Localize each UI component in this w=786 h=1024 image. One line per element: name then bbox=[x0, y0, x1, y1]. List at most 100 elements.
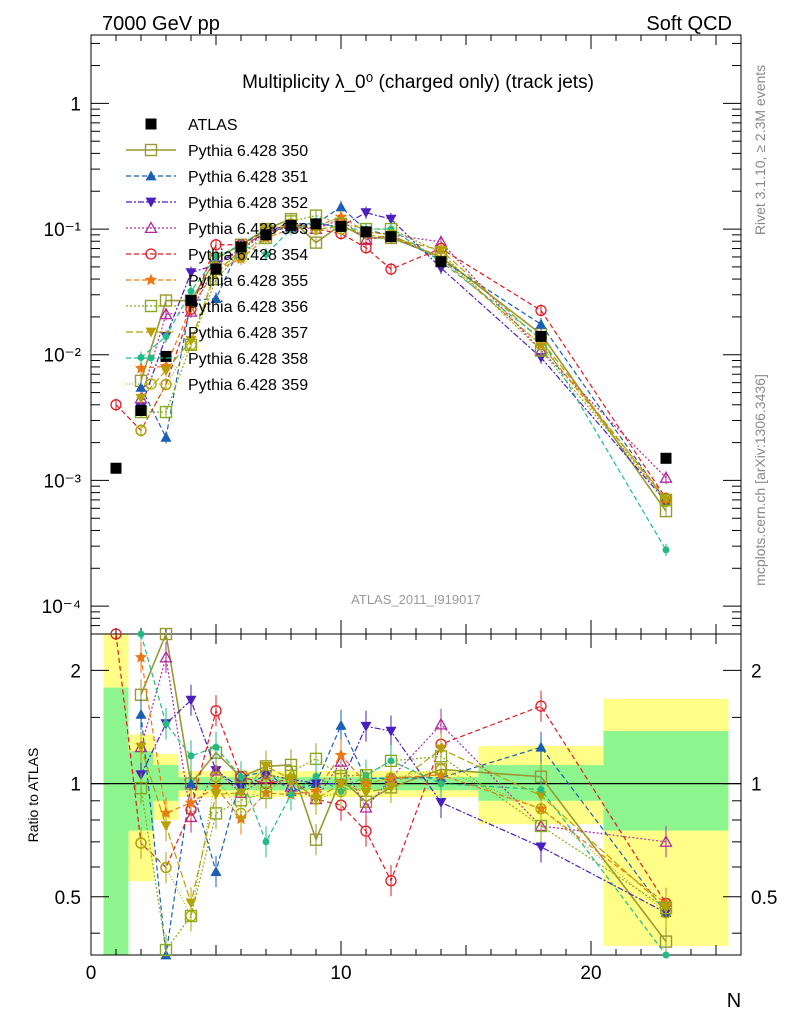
atlas-data-point bbox=[235, 241, 247, 253]
series-9-point bbox=[660, 495, 672, 508]
series-3-point bbox=[659, 470, 673, 483]
series-8-point bbox=[187, 287, 195, 295]
legend-marker-0 bbox=[145, 118, 157, 130]
series-8-line bbox=[140, 220, 667, 551]
atlas-data-point bbox=[310, 218, 322, 230]
atlas-data-point bbox=[535, 330, 547, 342]
series-7-point bbox=[160, 366, 172, 376]
series-6-ratio-point bbox=[159, 943, 173, 957]
series-9-ratio-point bbox=[360, 777, 372, 790]
series-8-point bbox=[212, 253, 220, 261]
series-2-point bbox=[360, 208, 372, 219]
series-0-point bbox=[309, 236, 323, 249]
series-2-ratio-point bbox=[435, 798, 447, 808]
series-4-ratio-point bbox=[110, 628, 122, 640]
series-1-ratio-point bbox=[335, 719, 347, 730]
series-9-ratio-point bbox=[135, 837, 147, 849]
atlas-data-point bbox=[210, 263, 222, 275]
atlas-data-point bbox=[110, 462, 122, 474]
series-1-ratio-point bbox=[185, 778, 197, 788]
legend-label-8: Pythia 6.428 357 bbox=[188, 325, 308, 342]
series-8-ratio-point bbox=[237, 773, 245, 781]
series-0-ratio-point bbox=[159, 627, 173, 641]
series-9-ratio-line bbox=[140, 768, 667, 918]
series-2-ratio-point bbox=[185, 695, 197, 706]
series-4-point bbox=[110, 399, 122, 411]
x-axis-label: N bbox=[727, 990, 741, 1012]
series-8-point bbox=[662, 546, 670, 554]
series-0-ratio-point bbox=[309, 833, 323, 846]
series-7-point bbox=[435, 245, 447, 256]
series-8-ratio-point bbox=[662, 951, 670, 959]
legend-label-4: Pythia 6.428 353 bbox=[188, 221, 308, 238]
series-5-ratio-point bbox=[184, 796, 198, 809]
series-7-ratio-line bbox=[140, 746, 667, 909]
atlas-data-point bbox=[335, 220, 347, 232]
header-left: 7000 GeV pp bbox=[102, 13, 220, 35]
series-3-ratio-point bbox=[659, 834, 673, 847]
series-1-point bbox=[210, 293, 222, 303]
ratio-band-inner-0 bbox=[103, 687, 129, 955]
series-7-ratio-point bbox=[160, 821, 172, 832]
ratio-tick-label-left: 0.5 bbox=[55, 888, 81, 909]
series-1-ratio-point bbox=[135, 708, 147, 719]
watermark: ATLAS_2011_I919017 bbox=[351, 592, 481, 607]
legend: ATLAS Pythia 6.428 350 Pythia 6.428 351 Pyt… bbox=[126, 117, 308, 394]
series-4-ratio-point bbox=[210, 705, 222, 717]
y-tick-label: 10⁻² bbox=[44, 346, 82, 367]
rivet-version-label: Rivet 3.1.10, ≥ 2.3M events bbox=[752, 65, 768, 235]
series-8-point bbox=[137, 354, 145, 362]
atlas-data-point bbox=[135, 405, 147, 417]
ratio-tick-label-right: 0.5 bbox=[751, 888, 777, 909]
ratio-band-inner-2 bbox=[153, 765, 179, 801]
series-8-ratio-point bbox=[312, 772, 320, 780]
atlas-data-point bbox=[435, 256, 447, 268]
series-9-ratio-point bbox=[260, 769, 272, 781]
atlas-data-point bbox=[185, 295, 197, 307]
series-8-ratio-point bbox=[137, 630, 145, 638]
atlas-data-point bbox=[285, 219, 297, 231]
series-7-ratio-point bbox=[235, 788, 247, 799]
ratio-tick-label-left: 1 bbox=[70, 775, 81, 796]
y-tick-label: 10⁻³ bbox=[44, 471, 82, 492]
series-0-line bbox=[140, 218, 667, 512]
ratio-tick-label-right: 2 bbox=[751, 661, 762, 682]
series-8-ratio-point bbox=[212, 743, 220, 751]
series-2-point bbox=[385, 214, 397, 225]
series-9-ratio-point bbox=[160, 861, 172, 874]
series-3-ratio-point bbox=[159, 650, 173, 663]
legend-marker-4 bbox=[144, 221, 158, 234]
legend-label-10: Pythia 6.428 359 bbox=[188, 377, 308, 394]
series-8-ratio-point bbox=[162, 720, 170, 728]
series-1-point bbox=[160, 431, 172, 442]
series-4-point bbox=[360, 242, 372, 254]
series-9-ratio-point bbox=[235, 807, 247, 820]
series-8-ratio-line bbox=[140, 633, 667, 956]
legend-marker-7 bbox=[144, 299, 158, 313]
x-tick-label: 20 bbox=[580, 963, 601, 984]
y-tick-label: 10⁻⁴ bbox=[42, 597, 81, 618]
series-8-ratio-point bbox=[387, 757, 395, 765]
ratio-band-inner-5 bbox=[603, 731, 729, 831]
x-tick-label: 10 bbox=[330, 963, 351, 984]
atlas-data-point bbox=[660, 452, 672, 464]
series-3-ratio-point bbox=[359, 800, 373, 813]
series-6-ratio-point bbox=[134, 781, 148, 795]
series-2-ratio-point bbox=[385, 726, 397, 737]
series-6-ratio-line bbox=[140, 755, 667, 952]
series-1-ratio-point bbox=[535, 741, 547, 752]
y-tick-label: 1 bbox=[70, 94, 81, 115]
series-5-ratio-point bbox=[334, 748, 348, 761]
atlas-data-point bbox=[160, 350, 172, 362]
series-5-point bbox=[334, 210, 348, 223]
legend-marker-10 bbox=[145, 378, 157, 390]
series-2-ratio-line bbox=[140, 699, 667, 914]
y-tick-label: 10⁻¹ bbox=[44, 220, 82, 241]
header-right: Soft QCD bbox=[646, 13, 732, 35]
legend-label-3: Pythia 6.428 352 bbox=[188, 195, 308, 212]
legend-label-7: Pythia 6.428 356 bbox=[188, 299, 308, 316]
ratio-series-layer bbox=[110, 627, 673, 960]
legend-marker-3 bbox=[145, 197, 157, 208]
legend-label-6: Pythia 6.428 355 bbox=[188, 273, 308, 290]
